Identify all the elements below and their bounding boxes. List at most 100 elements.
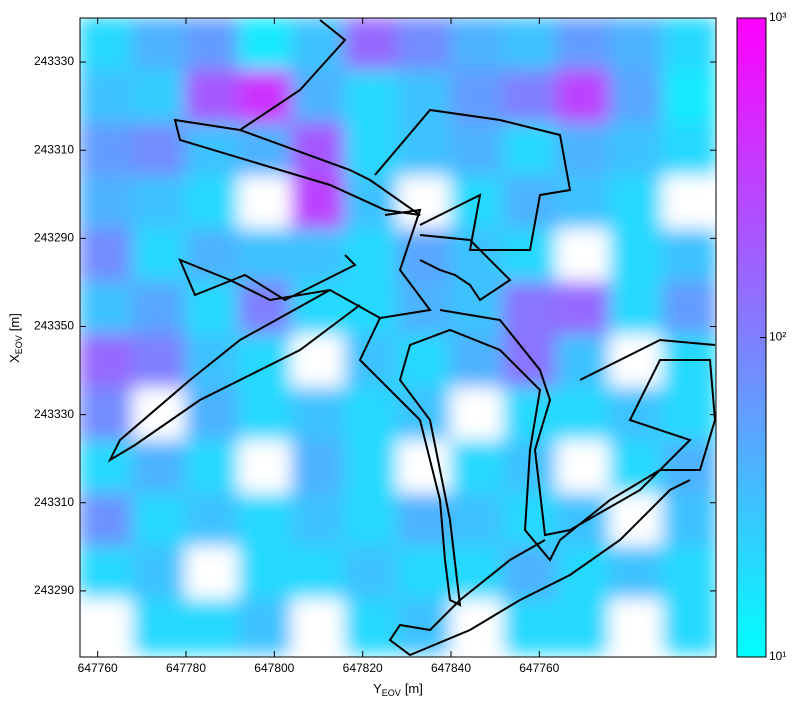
contour-cell — [132, 492, 187, 548]
outline — [388, 479, 691, 657]
contour-cell — [344, 122, 399, 178]
contour-cell — [662, 281, 716, 337]
x-tick-label: 647780 — [166, 661, 206, 675]
contour-field — [80, 18, 716, 654]
contour-cell — [344, 598, 399, 654]
contour-cell — [291, 175, 346, 231]
contour-cell — [662, 492, 716, 548]
contour-cell — [556, 281, 611, 337]
contour-cell — [80, 18, 134, 72]
contour-cell — [80, 281, 134, 337]
tunnel-outlines — [107, 19, 716, 657]
contour-cell — [185, 492, 240, 548]
plot-frame — [79, 17, 717, 658]
contour-cell — [238, 228, 293, 284]
y-tick-label: 243310 — [34, 142, 74, 156]
contour-cell — [556, 175, 611, 231]
contour-cell — [291, 281, 346, 337]
contour-cell — [503, 545, 558, 601]
outline — [579, 338, 716, 381]
y-tick-label: 243290 — [34, 583, 74, 597]
contour-cell — [185, 175, 240, 231]
contour-cell — [609, 387, 664, 443]
contour-cell — [344, 228, 399, 284]
contour-cell — [556, 440, 611, 495]
contour-cell — [503, 598, 558, 654]
contour-cell — [609, 281, 664, 337]
contour-cell — [556, 69, 611, 125]
contour-cell — [80, 228, 134, 284]
contour-cell — [185, 69, 240, 125]
contour-cell — [291, 440, 346, 495]
contour-cell — [80, 122, 134, 178]
contour-cell — [397, 18, 452, 72]
contour-cell — [291, 334, 346, 390]
contour-cell — [291, 492, 346, 548]
x-label-main: Y — [373, 681, 382, 696]
contour-cell — [556, 545, 611, 601]
contour-cell — [344, 334, 399, 390]
contour-cell — [132, 18, 187, 72]
contour-cell — [344, 18, 399, 72]
contour-cell — [450, 175, 505, 231]
contour-cell — [185, 545, 240, 601]
contour-cell — [450, 387, 505, 443]
y-tick-label: 243290 — [34, 231, 74, 245]
contour-cell — [556, 18, 611, 72]
colorbar-tick-label: 10² — [769, 330, 786, 344]
contour-cell — [80, 545, 134, 601]
y-axis-label: XEOV [m] — [7, 313, 24, 363]
outline — [178, 208, 432, 320]
x-tick-label: 647760 — [78, 661, 118, 675]
contour-cell — [238, 387, 293, 443]
outline — [173, 19, 421, 216]
contour-cell — [80, 440, 134, 495]
y-tick-label: 243350 — [34, 319, 74, 333]
contour-cell — [450, 122, 505, 178]
contour-cell — [185, 440, 240, 495]
contour-cell — [556, 334, 611, 390]
contour-cell — [503, 492, 558, 548]
contour-cell — [238, 281, 293, 337]
contour-cell — [503, 387, 558, 443]
contour-cell — [344, 281, 399, 337]
y-label-main: X — [7, 354, 22, 363]
contour-cell — [450, 228, 505, 284]
y-tick-label: 243310 — [34, 495, 74, 509]
contour-cell — [185, 598, 240, 654]
contour-cell — [80, 387, 134, 443]
colorbar-tick-label: 10¹ — [769, 649, 786, 663]
contour-cell — [291, 387, 346, 443]
contour-cell — [132, 598, 187, 654]
contour-cell — [450, 492, 505, 548]
contour-cell — [80, 598, 134, 654]
contour-cell — [450, 69, 505, 125]
x-tick-label: 647760 — [519, 661, 559, 675]
contour-cell — [238, 440, 293, 495]
contour-cell — [344, 69, 399, 125]
contour-cell — [609, 228, 664, 284]
contour-cell — [609, 598, 664, 654]
contour-cell — [609, 18, 664, 72]
contour-cell — [185, 18, 240, 72]
x-label-unit: [m] — [405, 681, 423, 696]
contour-cell — [662, 440, 716, 495]
contour-cell — [238, 122, 293, 178]
contour-cell — [291, 228, 346, 284]
contour-cell — [397, 545, 452, 601]
x-axis-label: YEOV [m] — [373, 681, 423, 698]
colorbar-tick-label: 10³ — [769, 10, 786, 24]
contour-cell — [662, 598, 716, 654]
contour-cell — [238, 334, 293, 390]
contour-cell — [291, 122, 346, 178]
contour-cell — [609, 492, 664, 548]
contour-cell — [80, 334, 134, 390]
contour-cell — [397, 122, 452, 178]
y-tick-label: 243330 — [34, 407, 74, 421]
contour-cell — [450, 18, 505, 72]
contour-cell — [291, 598, 346, 654]
contour-cell — [450, 440, 505, 495]
contour-cell — [80, 492, 134, 548]
contour-cell — [238, 18, 293, 72]
